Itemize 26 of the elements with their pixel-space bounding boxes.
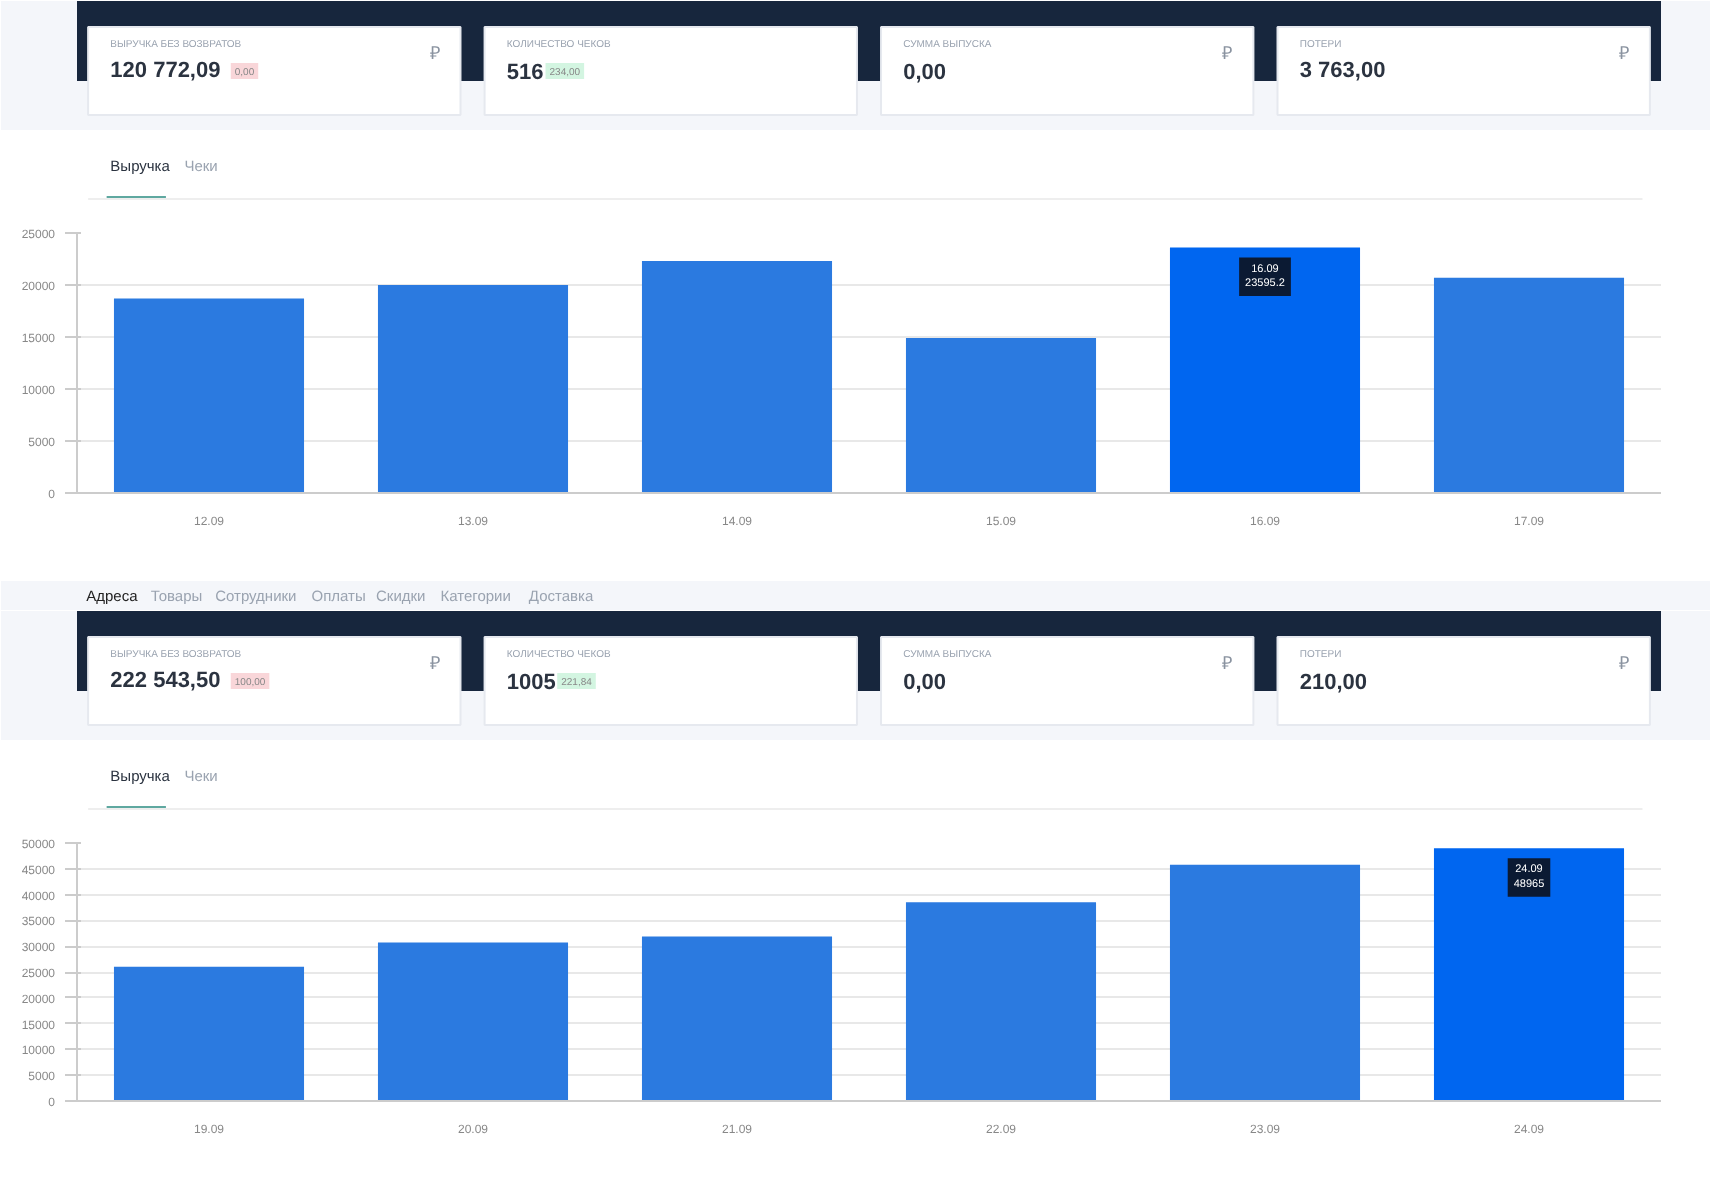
bar [905, 338, 1097, 493]
bar [1433, 848, 1625, 1101]
text: 3 763,00 [1299, 59, 1386, 83]
text: 210,00 [1299, 671, 1368, 695]
bar [377, 942, 569, 1101]
bar [641, 936, 833, 1101]
bar [113, 298, 305, 493]
text: ₽ [1618, 653, 1629, 673]
text: 0,00 [903, 61, 947, 85]
bar [1169, 864, 1361, 1101]
bar [377, 285, 569, 493]
text: ₽ [1222, 43, 1233, 63]
bar [1169, 247, 1361, 493]
bar [1433, 277, 1625, 493]
bar [641, 261, 833, 493]
text: ₽ [429, 43, 440, 63]
text: ₽ [1618, 43, 1629, 63]
text: ₽ [1222, 653, 1233, 673]
text: 222 543,50 [110, 669, 221, 693]
text: 1005 [506, 671, 556, 695]
text: 0,00 [903, 671, 947, 695]
bar [905, 902, 1097, 1101]
text: 120 772,09 [110, 59, 221, 83]
text: ₽ [429, 653, 440, 673]
bar [113, 966, 305, 1101]
text: 516 [506, 61, 544, 85]
